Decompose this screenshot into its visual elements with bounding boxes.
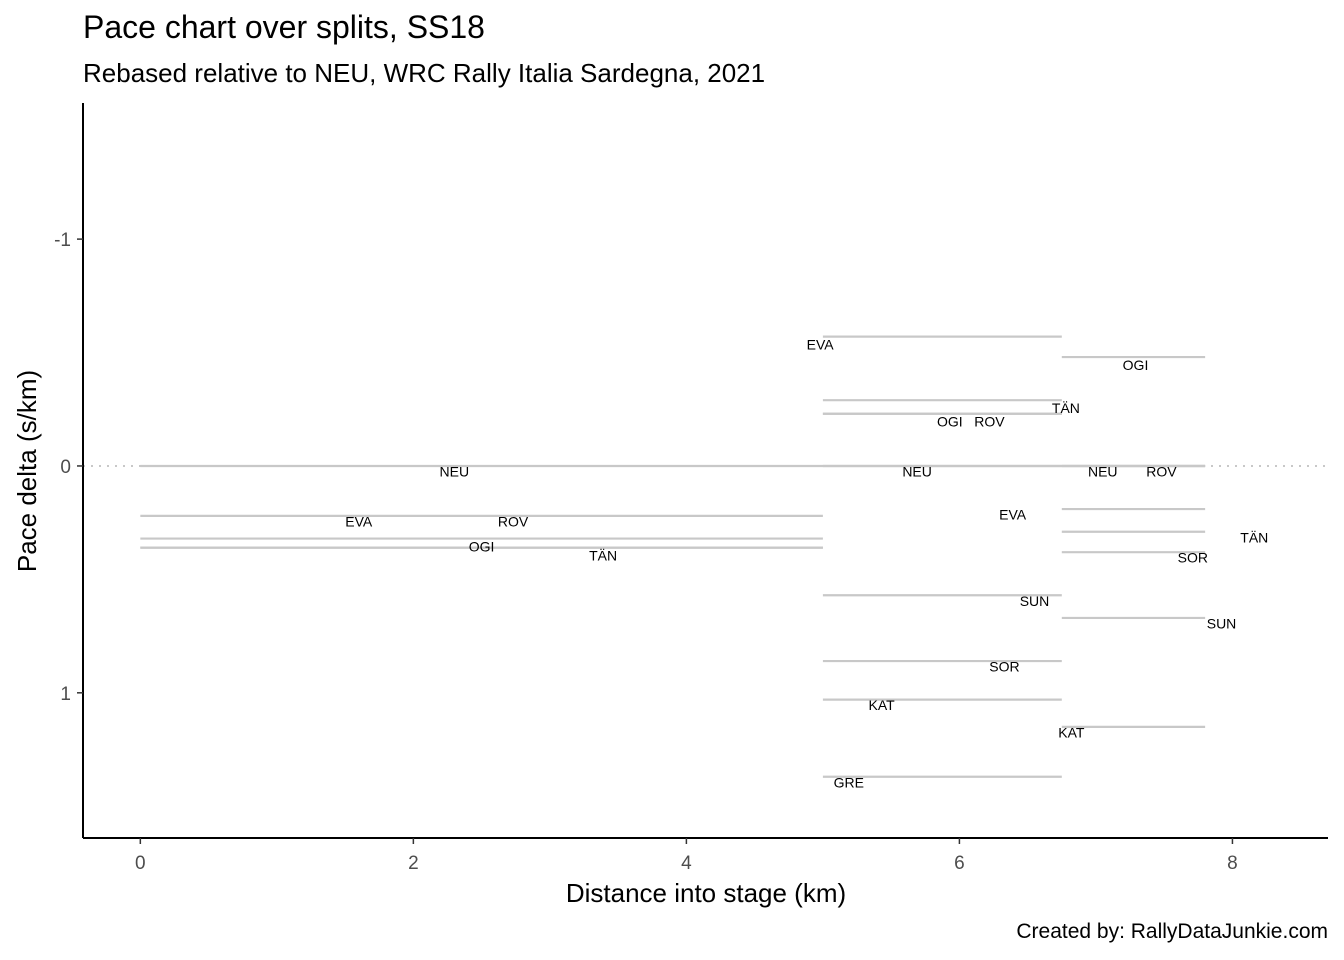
y-axis-title: Pace delta (s/km) <box>12 370 42 572</box>
chart-subtitle: Rebased relative to NEU, WRC Rally Itali… <box>83 58 766 88</box>
y-tick-label: -1 <box>54 230 71 251</box>
segment-label: KAT <box>1058 724 1085 740</box>
segment-label: NEU <box>902 463 932 479</box>
x-axis-title: Distance into stage (km) <box>566 878 846 908</box>
segment-label: TÄN <box>589 547 617 563</box>
segment-label: ROV <box>1146 463 1177 479</box>
chart-title: Pace chart over splits, SS18 <box>83 9 485 45</box>
segments-layer <box>140 335 1206 778</box>
segment-label: OGI <box>937 414 963 430</box>
segment-label: OGI <box>1123 357 1149 373</box>
segment-label: SOR <box>1178 550 1208 566</box>
segment-label: ROV <box>498 513 529 529</box>
x-tick-label: 0 <box>135 853 146 874</box>
y-tick-label: 1 <box>60 684 71 705</box>
x-tick-label: 2 <box>408 853 419 874</box>
segment-label: SOR <box>989 659 1019 675</box>
segment-label: ROV <box>974 414 1005 430</box>
x-tick-label: 4 <box>681 853 692 874</box>
segment-label: TÄN <box>1052 400 1080 416</box>
segment-label: TÄN <box>1240 529 1268 545</box>
segment-label: EVA <box>807 336 835 352</box>
segment-label: GRE <box>834 774 864 790</box>
axes-layer: 0 2 4 6 8 -1 0 1 <box>54 103 1328 874</box>
segment-label: OGI <box>469 538 495 554</box>
segment-label: EVA <box>345 513 373 529</box>
x-tick-label: 8 <box>1227 853 1238 874</box>
segment-label: NEU <box>1088 463 1118 479</box>
y-tick-label: 0 <box>60 457 71 478</box>
segment-label: EVA <box>999 507 1027 523</box>
segment-label: SUN <box>1020 593 1050 609</box>
segment-label: NEU <box>440 463 470 479</box>
x-tick-label: 6 <box>954 853 965 874</box>
segment-label: SUN <box>1207 615 1237 631</box>
segment-label: KAT <box>869 697 896 713</box>
chart-caption: Created by: RallyDataJunkie.com <box>1016 920 1328 943</box>
